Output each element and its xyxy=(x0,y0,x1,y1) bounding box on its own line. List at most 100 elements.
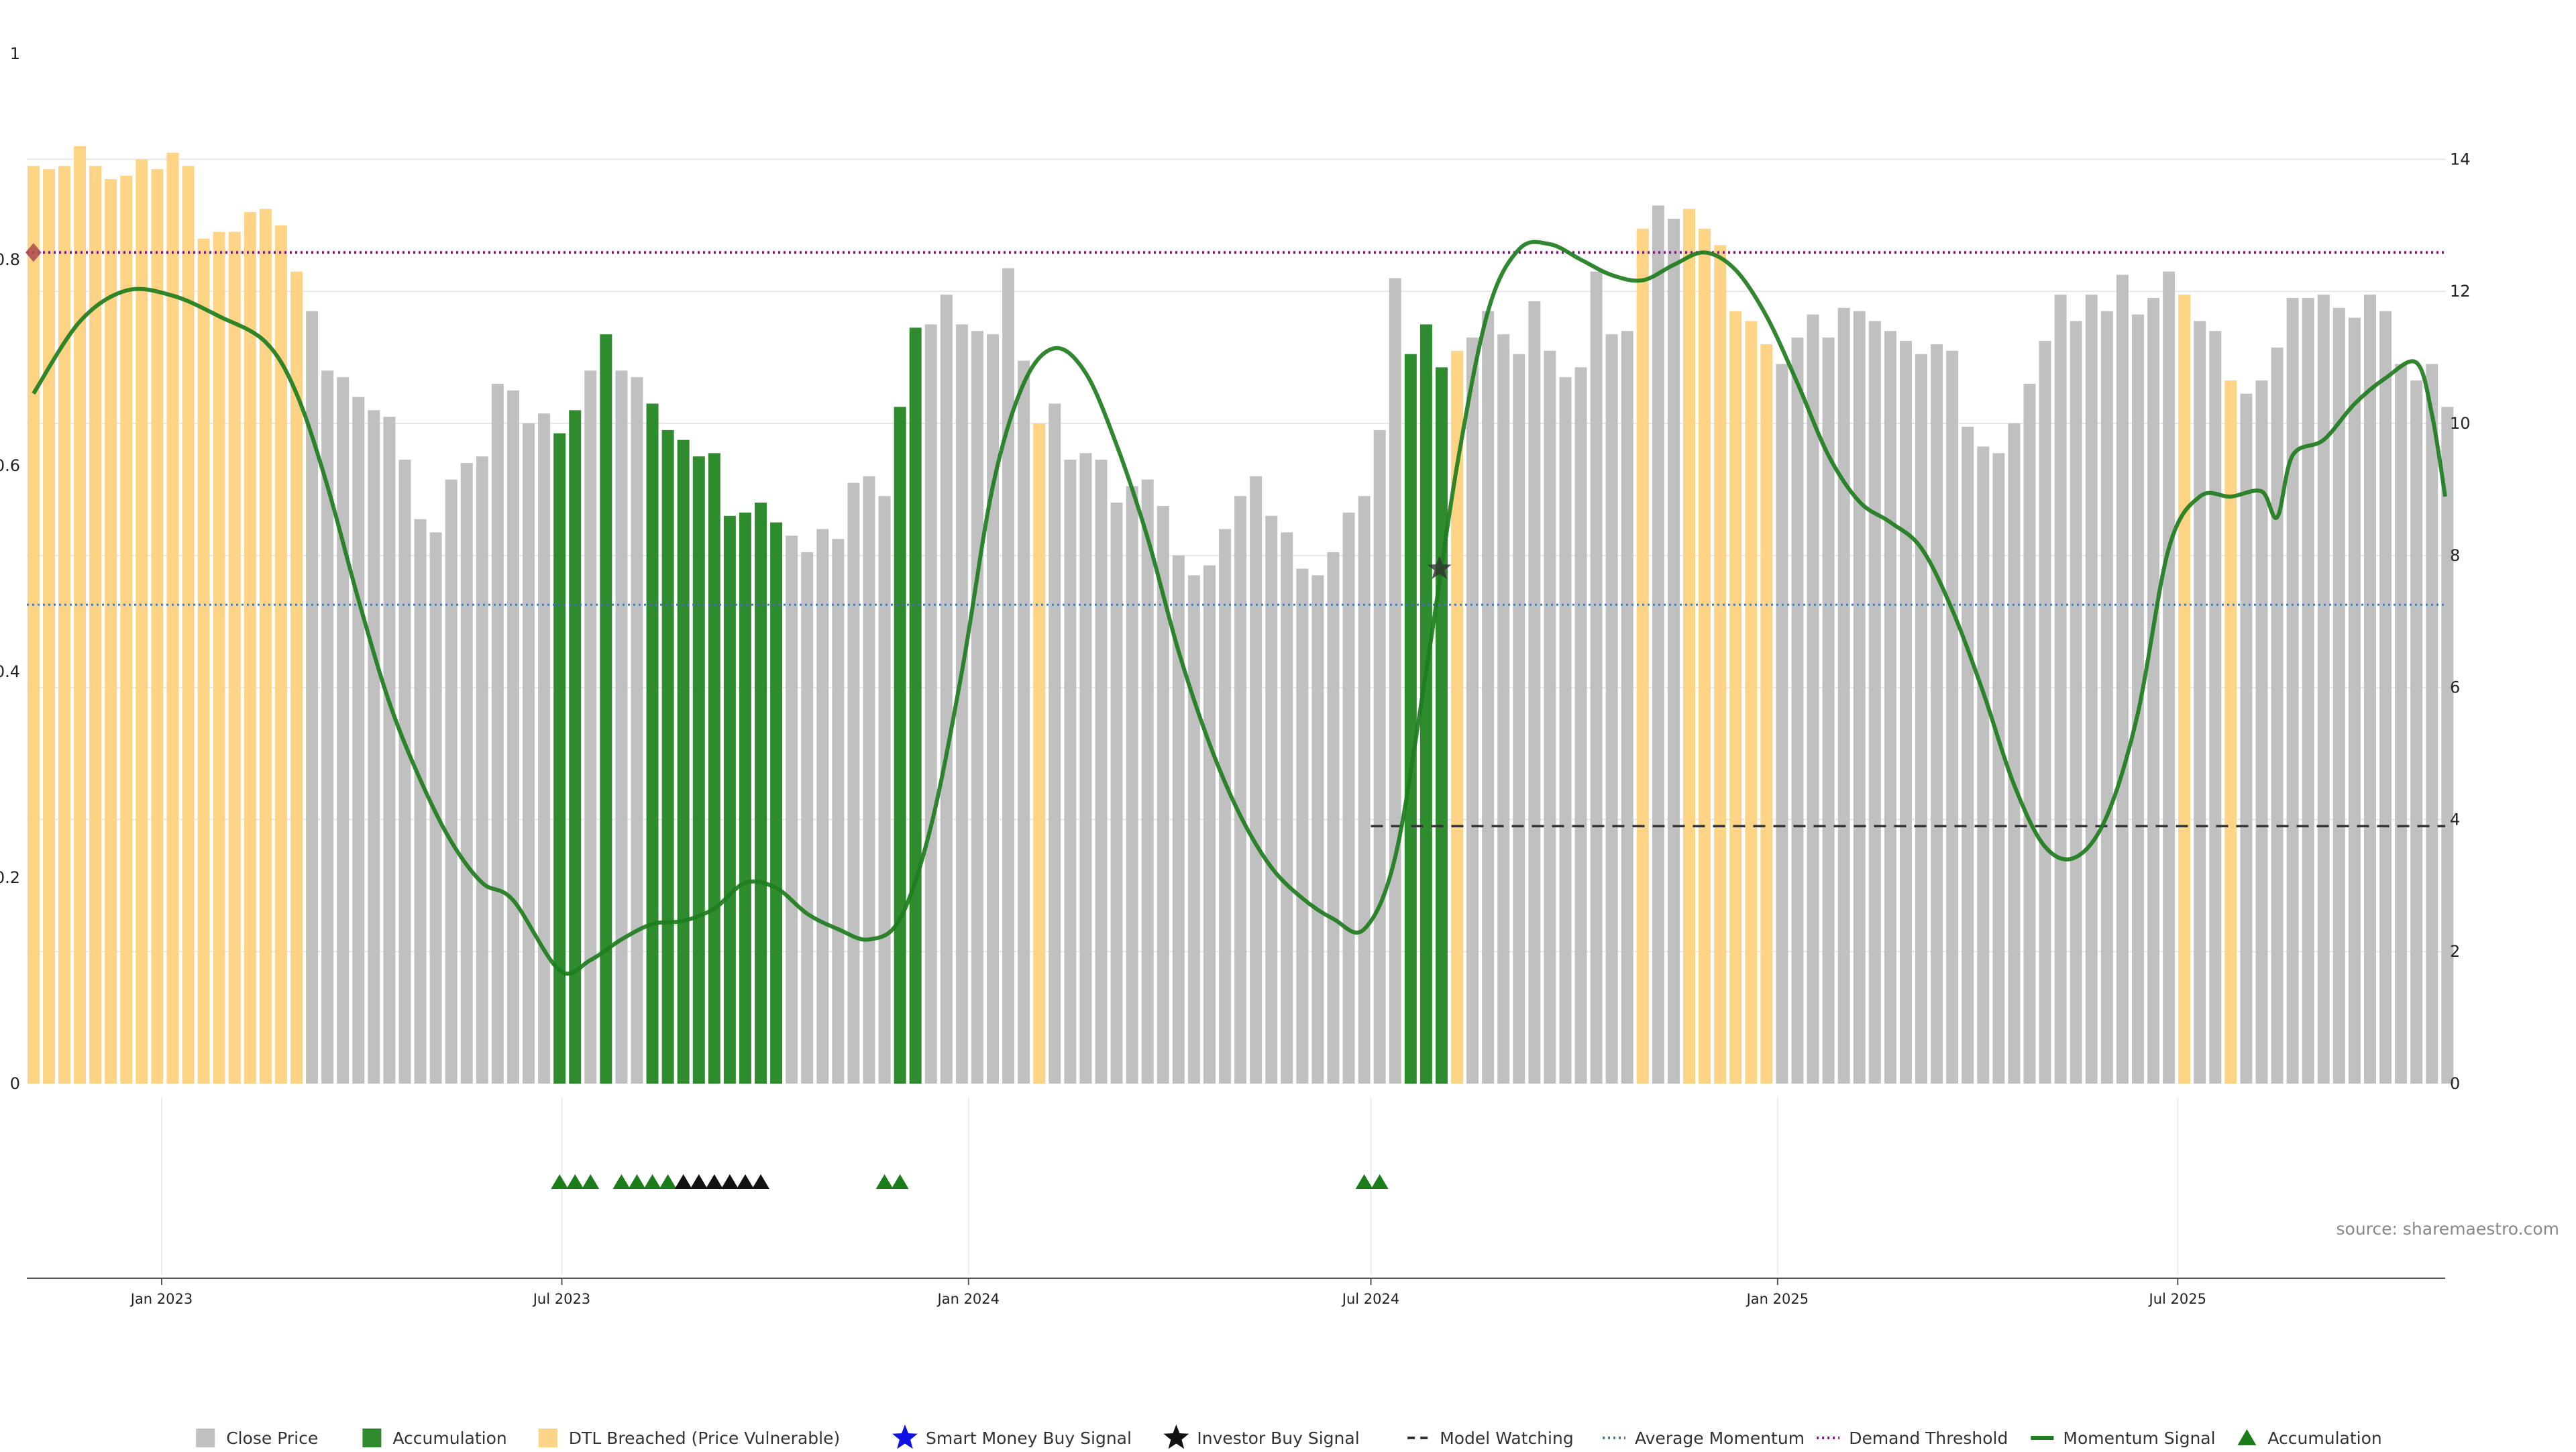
close-price-bar xyxy=(445,479,458,1084)
close-price-bar xyxy=(863,476,875,1084)
close-price-bar xyxy=(1049,403,1061,1084)
close-price-bar xyxy=(1002,268,1015,1084)
accumulation-bar xyxy=(739,512,751,1084)
close-price-bar xyxy=(2163,271,2176,1084)
left-tick-label: 1 xyxy=(10,44,20,63)
close-price-bar xyxy=(816,529,829,1084)
right-tick-label: 2 xyxy=(2450,942,2460,961)
accumulation-bar xyxy=(723,515,736,1084)
close-price-bar xyxy=(2426,364,2438,1084)
accumulation-bar xyxy=(677,439,690,1084)
close-price-bar xyxy=(1095,460,1108,1084)
accumulation-triangle xyxy=(891,1174,909,1189)
legend-label: Accumulation xyxy=(392,1429,506,1448)
close-price-bar xyxy=(2332,307,2345,1084)
close-price-bar xyxy=(1373,429,1386,1084)
accumulation-bar xyxy=(708,453,720,1084)
dtl-breached-bar xyxy=(105,178,117,1084)
close-price-bar xyxy=(383,417,396,1084)
legend-item: Demand Threshold xyxy=(1817,1429,2008,1448)
close-price-bar xyxy=(1977,446,1990,1084)
close-price-bar xyxy=(460,463,473,1084)
close-price-bar xyxy=(1250,476,1263,1084)
dtl-breached-bar xyxy=(2224,380,2237,1084)
legend-label: DTL Breached (Price Vulnerable) xyxy=(569,1429,840,1448)
dtl-breached-bar xyxy=(1745,321,1758,1084)
close-price-bar xyxy=(306,311,319,1084)
close-price-bar xyxy=(2255,380,2268,1084)
right-tick-label: 10 xyxy=(2450,414,2471,433)
accumulation-triangle xyxy=(752,1174,770,1189)
close-price-bar xyxy=(971,331,983,1084)
close-price-bar xyxy=(1110,503,1123,1084)
accumulation-bar xyxy=(770,522,783,1084)
accumulation-triangle xyxy=(690,1174,708,1189)
close-price-bar xyxy=(1513,354,1525,1084)
dtl-breached-bar xyxy=(1699,228,1711,1084)
dtl-breached-bar xyxy=(197,238,210,1084)
close-price-bar xyxy=(1528,301,1541,1084)
right-tick-label: 6 xyxy=(2450,678,2460,697)
close-price-bar xyxy=(538,413,551,1084)
close-price-bar xyxy=(1931,344,1943,1084)
legend-item: Investor Buy Signal xyxy=(1163,1424,1360,1449)
dtl-breached-bar xyxy=(1714,245,1727,1084)
x-tick-label: Jan 2025 xyxy=(1746,1291,1809,1307)
dtl-breached-bar xyxy=(1729,311,1742,1084)
reference-lines-layer xyxy=(27,251,2445,827)
close-price-bar xyxy=(1234,496,1247,1084)
close-price-bar xyxy=(1791,338,1804,1084)
accumulation-triangle xyxy=(551,1174,569,1189)
legend-item: Model Watching xyxy=(1407,1429,1574,1448)
close-price-bar xyxy=(847,482,860,1084)
close-price-bar xyxy=(2410,380,2423,1084)
left-tick-label: 0.6 xyxy=(0,456,20,475)
close-price-bar xyxy=(955,324,968,1084)
legend-item: Smart Money Buy Signal xyxy=(892,1424,1132,1449)
close-price-bar xyxy=(398,460,411,1084)
close-price-bar xyxy=(352,397,365,1084)
close-price-bar xyxy=(1544,350,1556,1084)
close-price-bar xyxy=(1219,529,1232,1084)
accumulation-triangle xyxy=(582,1174,600,1189)
close-price-bar xyxy=(1327,552,1340,1084)
accumulation-bar xyxy=(755,503,767,1084)
dtl-breached-bar xyxy=(228,231,241,1084)
legend-item: Average Momentum xyxy=(1603,1429,1805,1448)
legend-swatch xyxy=(196,1429,215,1447)
close-price-bar xyxy=(1482,311,1495,1084)
accumulation-bar xyxy=(1419,324,1432,1084)
close-price-bar xyxy=(1296,568,1309,1084)
close-price-bar xyxy=(2395,364,2408,1084)
close-price-bar xyxy=(2008,423,2021,1084)
close-price-bar xyxy=(2100,311,2113,1084)
dtl-breached-bar xyxy=(290,271,303,1084)
close-price-bar xyxy=(1157,506,1169,1084)
close-price-bar xyxy=(2441,407,2454,1084)
markers-layer xyxy=(25,243,1452,1189)
dtl-breached-bar xyxy=(244,212,256,1084)
right-tick-label: 4 xyxy=(2450,810,2460,829)
legend-label: Accumulation xyxy=(2267,1429,2381,1448)
dtl-breached-bar xyxy=(74,146,87,1084)
legend-star-icon xyxy=(1163,1424,1189,1449)
x-tick-label: Jul 2025 xyxy=(2148,1291,2206,1307)
accumulation-triangle xyxy=(566,1174,584,1189)
dtl-breached-bar xyxy=(274,225,287,1084)
close-price-bar xyxy=(1621,331,1633,1084)
accumulation-bar xyxy=(553,433,566,1084)
left-tick-label: 0.2 xyxy=(0,868,20,887)
legend-item: Momentum Signal xyxy=(2031,1429,2216,1448)
accumulation-triangle xyxy=(643,1174,661,1189)
close-price-bar xyxy=(429,532,442,1084)
close-price-bar xyxy=(1342,512,1355,1084)
close-price-bar xyxy=(1466,338,1479,1084)
dtl-breached-bar xyxy=(166,152,179,1084)
legend-item: DTL Breached (Price Vulnerable) xyxy=(538,1429,840,1448)
legend: Close Price Accumulation DTL Breached (Pri… xyxy=(196,1424,2382,1449)
dtl-breached-bar xyxy=(1033,423,1046,1084)
close-price-bar xyxy=(523,423,535,1084)
left-tick-label: 0 xyxy=(10,1074,20,1093)
legend-item: Accumulation xyxy=(2237,1429,2382,1448)
dtl-breached-bar xyxy=(1451,350,1464,1084)
